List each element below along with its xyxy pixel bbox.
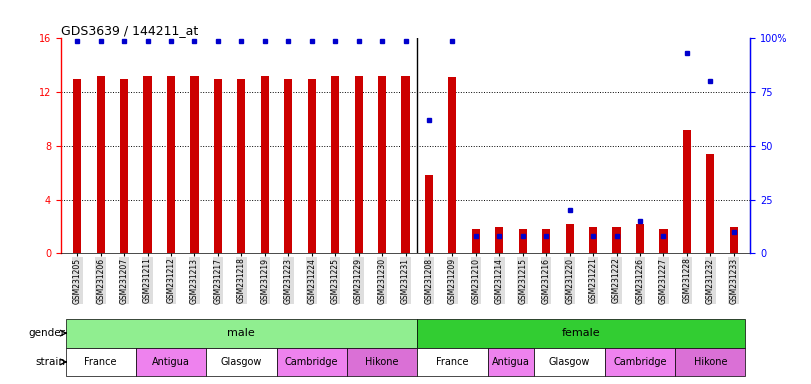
Bar — [307, 79, 315, 253]
Bar — [260, 76, 269, 253]
Text: Hikone: Hikone — [693, 357, 727, 367]
Bar — [425, 175, 433, 253]
Bar — [167, 76, 175, 253]
Bar — [487, 348, 534, 376]
Bar — [97, 76, 105, 253]
Bar — [542, 229, 551, 253]
Bar — [565, 224, 573, 253]
Bar — [636, 224, 644, 253]
Bar — [206, 348, 277, 376]
Text: France: France — [436, 357, 469, 367]
Text: Cambridge: Cambridge — [613, 357, 667, 367]
Text: Hikone: Hikone — [365, 357, 399, 367]
Bar — [612, 227, 620, 253]
Bar — [675, 348, 745, 376]
Bar — [730, 227, 738, 253]
Text: France: France — [84, 357, 117, 367]
Bar — [214, 79, 222, 253]
Bar — [331, 76, 339, 253]
Bar — [448, 78, 457, 253]
Bar — [589, 227, 597, 253]
Bar — [73, 79, 81, 253]
Bar — [683, 130, 691, 253]
Bar — [284, 79, 293, 253]
Bar — [417, 319, 745, 348]
Bar — [417, 348, 487, 376]
Bar — [401, 76, 410, 253]
Bar — [238, 79, 246, 253]
Text: Antigua: Antigua — [492, 357, 530, 367]
Bar — [472, 229, 480, 253]
Bar — [136, 348, 206, 376]
Text: GDS3639 / 144211_at: GDS3639 / 144211_at — [61, 24, 198, 37]
Bar — [378, 76, 386, 253]
Text: strain: strain — [36, 357, 66, 367]
Text: Glasgow: Glasgow — [549, 357, 590, 367]
Text: male: male — [228, 328, 255, 338]
Text: gender: gender — [28, 328, 66, 338]
Bar — [706, 154, 714, 253]
Bar — [659, 229, 667, 253]
Bar — [66, 319, 417, 348]
Bar — [518, 229, 527, 253]
Bar — [534, 348, 605, 376]
Bar — [605, 348, 675, 376]
Bar — [277, 348, 347, 376]
Bar — [191, 76, 199, 253]
Bar — [347, 348, 417, 376]
Text: Glasgow: Glasgow — [221, 357, 262, 367]
Text: female: female — [562, 328, 601, 338]
Text: Cambridge: Cambridge — [285, 357, 338, 367]
Bar — [66, 348, 136, 376]
Bar — [120, 79, 128, 253]
Bar — [496, 227, 504, 253]
Bar — [354, 76, 363, 253]
Bar — [144, 76, 152, 253]
Text: Antigua: Antigua — [152, 357, 190, 367]
